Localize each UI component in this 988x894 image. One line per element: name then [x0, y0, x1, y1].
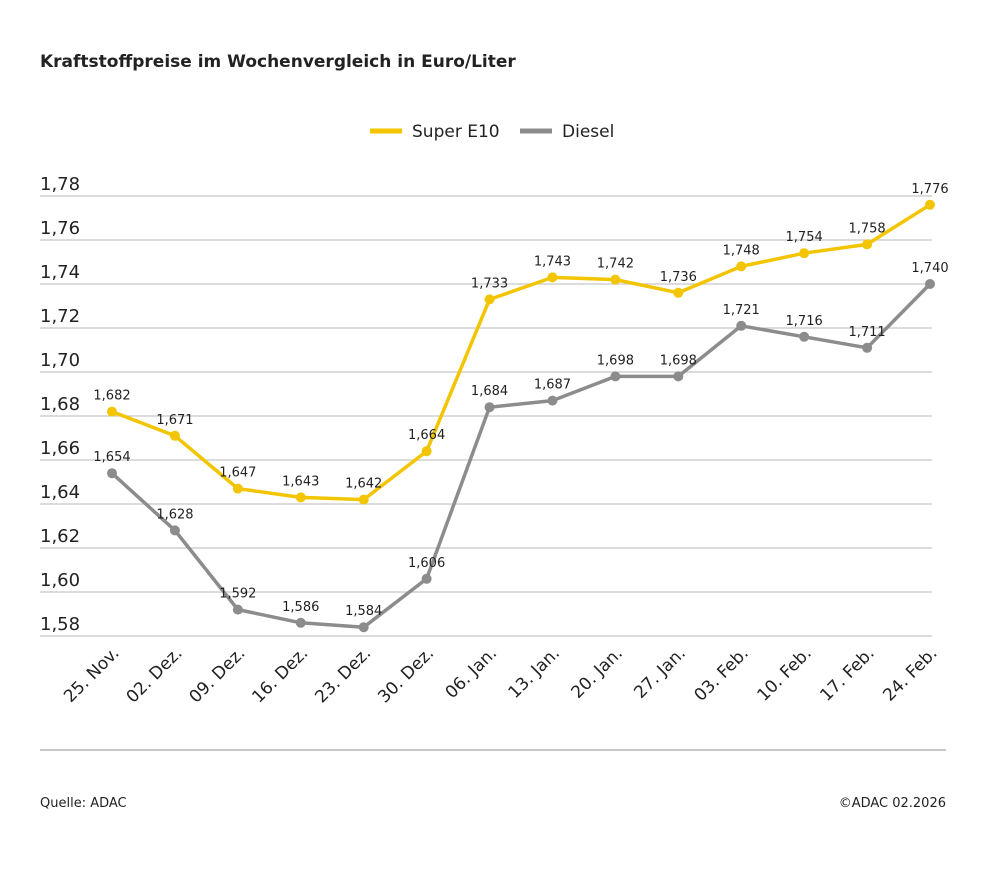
data-label: 1,733 — [471, 276, 508, 291]
data-point — [925, 279, 935, 289]
y-tick-label: 1,58 — [40, 614, 80, 635]
source: Quelle: ADAC — [40, 796, 127, 811]
data-label: 1,748 — [723, 243, 760, 258]
y-tick-label: 1,78 — [40, 174, 80, 195]
y-tick-label: 1,68 — [40, 394, 80, 415]
data-point — [673, 371, 684, 382]
legend-label: Diesel — [562, 122, 614, 142]
data-point — [547, 395, 558, 406]
data-point — [358, 494, 369, 505]
y-tick-label: 1,72 — [40, 306, 80, 327]
y-tick-label: 1,74 — [40, 262, 80, 283]
chart-title: Kraftstoffpreise im Wochenvergleich in E… — [40, 52, 516, 72]
legend-label: Super E10 — [412, 122, 500, 142]
data-label: 1,716 — [786, 314, 823, 329]
y-tick-label: 1,64 — [40, 482, 80, 503]
data-point — [673, 287, 684, 298]
x-tick-label: 30. Dez. — [374, 643, 438, 707]
data-point — [295, 492, 306, 503]
y-tick-label: 1,66 — [40, 438, 80, 459]
data-label: 1,721 — [723, 303, 760, 318]
y-tick-label: 1,62 — [40, 526, 80, 547]
data-label: 1,698 — [597, 353, 634, 368]
x-tick-label: 20. Jan. — [567, 643, 626, 702]
data-label: 1,647 — [219, 466, 256, 481]
data-point — [862, 342, 873, 353]
x-tick-label: 02. Dez. — [123, 643, 187, 707]
x-tick-label: 13. Jan. — [505, 643, 564, 702]
data-label: 1,642 — [345, 477, 382, 492]
data-label: 1,687 — [534, 378, 571, 393]
data-point — [232, 483, 243, 494]
x-tick-label: 16. Dez. — [248, 643, 312, 707]
x-tick-label: 06. Jan. — [442, 643, 501, 702]
data-label: 1,592 — [219, 587, 256, 602]
data-point — [169, 430, 180, 441]
data-point — [107, 406, 117, 417]
data-label: 1,740 — [911, 261, 948, 276]
data-point — [484, 294, 495, 305]
data-label: 1,682 — [93, 389, 130, 404]
data-label: 1,628 — [156, 507, 193, 522]
data-label: 1,743 — [534, 254, 571, 269]
data-point — [295, 617, 306, 628]
data-label: 1,654 — [93, 450, 130, 465]
data-point — [862, 239, 873, 250]
y-tick-label: 1,60 — [40, 570, 80, 591]
data-point — [358, 622, 369, 633]
y-tick-label: 1,70 — [40, 350, 80, 371]
data-label: 1,736 — [660, 270, 697, 285]
data-label: 1,711 — [848, 325, 885, 340]
data-label: 1,754 — [786, 230, 823, 245]
x-tick-label: 17. Feb. — [816, 643, 878, 705]
copyright: ©ADAC 02.2026 — [839, 796, 946, 811]
data-label: 1,643 — [282, 474, 319, 489]
data-point — [421, 573, 432, 584]
data-point — [547, 272, 558, 283]
data-point — [736, 320, 747, 331]
series-line — [111, 203, 931, 502]
data-label: 1,606 — [408, 556, 445, 571]
data-point — [484, 402, 495, 413]
data-label: 1,586 — [282, 600, 319, 615]
data-point — [107, 468, 117, 479]
data-point — [925, 199, 935, 210]
data-label: 1,742 — [597, 257, 634, 272]
data-point — [610, 371, 621, 382]
data-point — [610, 274, 621, 285]
y-tick-label: 1,76 — [40, 218, 80, 239]
data-label: 1,758 — [848, 221, 885, 236]
x-tick-label: 10. Feb. — [753, 643, 815, 705]
data-label: 1,698 — [660, 353, 697, 368]
data-point — [232, 604, 243, 615]
x-tick-label: 09. Dez. — [186, 643, 250, 707]
data-point — [799, 331, 810, 342]
data-point — [169, 525, 180, 536]
x-tick-label: 27. Jan. — [630, 643, 689, 702]
data-label: 1,584 — [345, 604, 382, 619]
x-tick-label: 25. Nov. — [60, 643, 123, 706]
x-tick-label: 23. Dez. — [311, 643, 375, 707]
data-point — [421, 446, 432, 457]
x-tick-label: 24. Feb. — [879, 643, 941, 705]
data-label: 1,671 — [156, 413, 193, 428]
data-label: 1,664 — [408, 428, 445, 443]
series-line — [110, 282, 932, 629]
data-point — [736, 261, 747, 272]
x-tick-label: 03. Feb. — [691, 643, 753, 705]
data-label: 1,684 — [471, 384, 508, 399]
data-label: 1,776 — [911, 182, 948, 197]
data-point — [799, 248, 810, 259]
